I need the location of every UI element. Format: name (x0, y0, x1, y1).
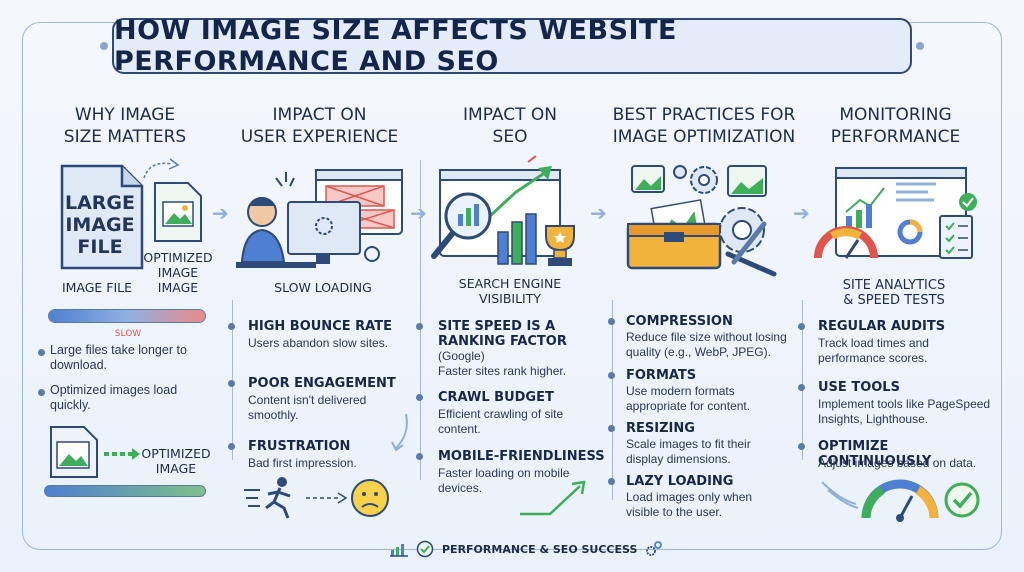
mon-item-1-title: REGULAR AUDITS (818, 319, 946, 334)
ux-item-2-title: POOR ENGAGEMENT (248, 376, 396, 391)
slow-progress-fill (49, 310, 205, 322)
bullet-icon (798, 384, 805, 391)
slow-loading-caption: SLOW LOADING (274, 280, 372, 295)
flow-arrow-icon: ➔ (793, 203, 810, 225)
connector-line (802, 300, 803, 460)
slow-label: SLOW (114, 329, 142, 339)
seo-item-2-body: Efficient crawling of site content. (438, 407, 564, 436)
column-heading-best-practices: BEST PRACTICES FOR IMAGE OPTIMIZATION (612, 105, 796, 147)
connector-line (420, 160, 421, 480)
mon-item-3-title: OPTIMIZE CONTINUOUSLY (818, 439, 932, 469)
analytics-caption: SITE ANALYTICS & SPEED TESTS (842, 278, 946, 308)
ux-item-3-body: Bad first impression. (248, 456, 357, 470)
title-banner: HOW IMAGE SIZE AFFECTS WEBSITE PERFORMAN… (112, 15, 912, 77)
large-file-icon (60, 164, 144, 270)
seo-item-2-title: CRAWL BUDGET (438, 390, 554, 405)
optimized-file-icon (154, 182, 202, 242)
frame-dot (916, 42, 924, 50)
optimized-image-result-label: OPTIMIZED IMAGE (141, 446, 211, 476)
bullet-icon (608, 318, 615, 325)
bullet-icon (798, 443, 805, 450)
seo-item-3-title: MOBILE-FRIENDLINESS (438, 449, 605, 464)
gears-icon (646, 541, 663, 556)
column-heading-seo: IMPACT ON SEO (463, 105, 557, 147)
bullet-icon (608, 425, 615, 432)
page-title: HOW IMAGE SIZE AFFECTS WEBSITE PERFORMAN… (114, 15, 677, 77)
column-heading-monitoring: MONITORING PERFORMANCE (830, 105, 961, 147)
ux-item-3-title: FRUSTRATION (248, 439, 351, 454)
frustration-illustration (244, 477, 389, 519)
bp-item-1-body: Reduce file size without losing quality … (626, 330, 787, 359)
flow-arrow-icon: ➔ (590, 203, 607, 225)
frame-dot (100, 42, 108, 50)
bullet-icon (416, 453, 423, 460)
bullet-icon (608, 372, 615, 379)
bp-item-4-title: LAZY LOADING (626, 474, 734, 489)
bullet-icon (416, 323, 423, 330)
green-arrow-icon (104, 448, 140, 460)
curved-arrow-icon (391, 413, 408, 452)
seo-item-1-title: SITE SPEED IS A RANKING FACTOR (438, 319, 567, 349)
ux-item-2-body: Content isn't delivered smoothly. (248, 393, 367, 422)
small-image-file-icon (50, 426, 98, 478)
bullet-icon (228, 443, 235, 450)
bp-item-3-body: Scale images to fit their display dimens… (626, 437, 751, 466)
bullet-icon (798, 323, 805, 330)
mon-item-1-body: Track load times and performance scores. (818, 336, 929, 365)
bullet-icon (228, 380, 235, 387)
bar-chart-icon (390, 544, 408, 557)
column-heading-ux: IMPACT ON USER EXPERIENCE (240, 105, 399, 147)
bullet-icon (38, 349, 45, 356)
analytics-dashboard-illustration (814, 167, 977, 259)
slow-progress-bar (48, 309, 206, 323)
optimized-image-label: OPTIMIZED IMAGE IMAGE (143, 250, 213, 295)
flow-arrow-icon: ➔ (212, 203, 229, 225)
image-file-label: IMAGE FILE (61, 280, 133, 295)
mon-item-3-body: Adjust images based on data. (818, 456, 977, 470)
ux-item-1-body: Users abandon slow sites. (248, 336, 389, 350)
fast-progress-bar (44, 485, 206, 497)
bp-item-1-title: COMPRESSION (626, 314, 733, 329)
seo-item-1-body: (Google) Faster sites rank higher. (438, 349, 567, 378)
curved-arrow-icon (143, 158, 180, 179)
footer-text: PERFORMANCE & SEO SUCCESS (442, 542, 638, 556)
ux-item-1-title: HIGH BOUNCE RATE (248, 319, 392, 334)
footer: PERFORMANCE & SEO SUCCESS (390, 540, 663, 558)
mon-item-2-body: Implement tools like PageSpeed Insights,… (818, 397, 991, 426)
large-file-text: LARGE IMAGE FILE (64, 192, 136, 258)
column-heading-why: WHY IMAGE SIZE MATTERS (63, 105, 187, 147)
bp-item-2-body: Use modern formats appropriate for conte… (626, 384, 751, 413)
bullet-icon (38, 389, 45, 396)
growth-arrow-icon (520, 480, 586, 516)
seo-item-3-body: Faster loading on mobile devices. (438, 466, 570, 495)
connector-line (612, 300, 613, 500)
why-bullet-1: Large files take longer to download. (50, 343, 187, 372)
check-circle-icon (416, 540, 434, 558)
bp-item-3-title: RESIZING (626, 421, 695, 436)
bp-item-4-body: Load images only when visible to the use… (626, 490, 753, 519)
search-visibility-caption: SEARCH ENGINE VISIBILITY (458, 276, 562, 306)
search-visibility-illustration (431, 155, 575, 266)
why-bullet-2: Optimized images load quickly. (50, 383, 178, 412)
bullet-icon (608, 478, 615, 485)
bp-item-2-title: FORMATS (626, 368, 697, 383)
speed-gauge-illustration (821, 479, 980, 522)
slow-loading-illustration (236, 169, 403, 268)
optimization-toolbox-illustration (626, 165, 777, 277)
bullet-icon (228, 323, 235, 330)
flow-arrow-icon: ➔ (410, 203, 427, 225)
bullet-icon (416, 394, 423, 401)
mon-item-2-title: USE TOOLS (818, 380, 900, 395)
